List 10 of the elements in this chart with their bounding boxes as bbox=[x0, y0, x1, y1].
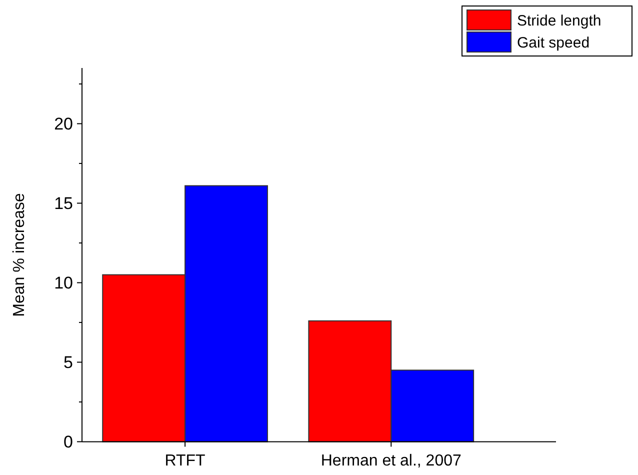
y-tick-label: 10 bbox=[54, 274, 73, 293]
y-tick-label: 20 bbox=[54, 114, 73, 134]
y-axis-title: Mean % increase bbox=[11, 192, 28, 317]
y-tick-label: 0 bbox=[64, 432, 73, 452]
y-tick-label: 15 bbox=[54, 194, 73, 214]
legend-label: Stride length bbox=[517, 12, 602, 30]
x-tick-label: RTFT bbox=[164, 452, 206, 470]
x-tick-label: Herman et al., 2007 bbox=[320, 452, 462, 470]
legend-label: Gait speed bbox=[517, 34, 590, 52]
y-tick-label: 5 bbox=[64, 353, 73, 372]
